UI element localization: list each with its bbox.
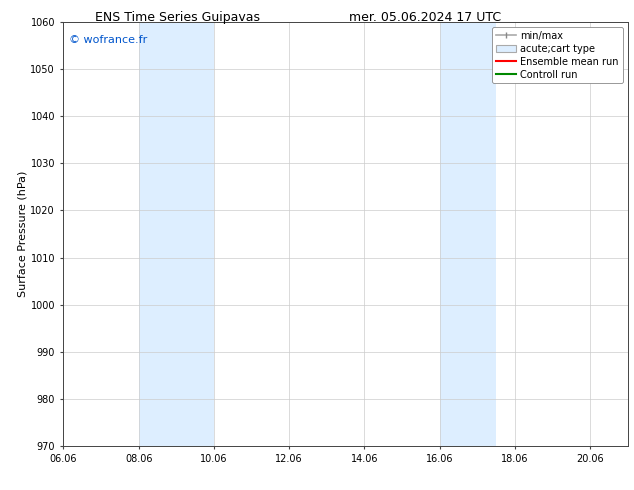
Text: ENS Time Series Guipavas: ENS Time Series Guipavas (95, 11, 260, 24)
Bar (439, 22, 496, 446)
Y-axis label: Surface Pressure (hPa): Surface Pressure (hPa) (18, 171, 28, 297)
Legend: min/max, acute;cart type, Ensemble mean run, Controll run: min/max, acute;cart type, Ensemble mean … (492, 27, 623, 83)
Text: © wofrance.fr: © wofrance.fr (69, 35, 147, 45)
Text: mer. 05.06.2024 17 UTC: mer. 05.06.2024 17 UTC (349, 11, 501, 24)
Bar (139, 22, 214, 446)
